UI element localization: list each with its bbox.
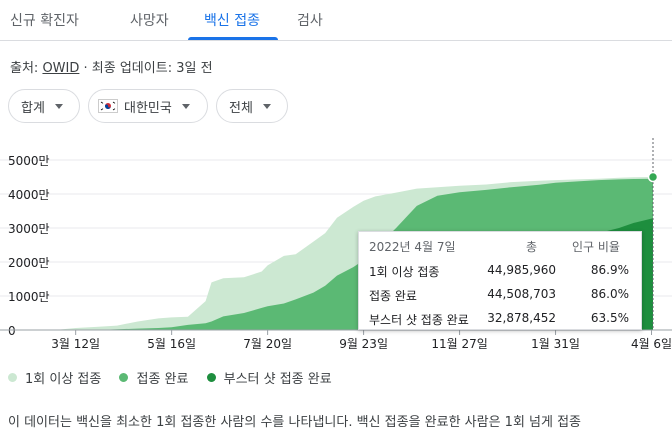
y-tick-label: 1000만: [8, 290, 50, 304]
hover-point: [647, 171, 659, 183]
update-info: · 최종 업데이트: 3일 전: [83, 61, 213, 76]
y-tick-label: 4000만: [8, 188, 50, 202]
tooltip-row-value: 44,508,703: [487, 287, 556, 301]
x-tick-label: 5월 16일: [147, 337, 196, 351]
tab-vaccination[interactable]: 백신 접종: [204, 13, 260, 29]
y-tick-label: 0: [8, 324, 16, 338]
country-dropdown[interactable]: 대한민국: [88, 89, 208, 123]
chevron-down-icon: [181, 103, 190, 109]
x-tick-label: 9월 23일: [339, 337, 388, 351]
chart-tooltip: 2022년 4월 7일 총 인구 비율 1회 이상 접종 44,985,960 …: [358, 231, 642, 330]
source-link[interactable]: OWID: [42, 61, 80, 76]
total-dropdown-label: 합계: [21, 100, 45, 116]
x-tick-label: 3월 12일: [51, 337, 100, 351]
tooltip-row-value: 32,878,452: [487, 311, 556, 325]
y-tick-label: 3000만: [8, 222, 50, 236]
x-tick-label: 7월 20일: [243, 337, 292, 351]
tab-deaths[interactable]: 사망자: [130, 13, 169, 29]
x-tick-label: 1월 31일: [531, 337, 580, 351]
tooltip-row-label: 접종 완료: [369, 289, 417, 303]
chevron-down-icon: [262, 103, 271, 109]
y-tick-label: 2000만: [8, 256, 50, 270]
country-dropdown-label: 대한민국: [124, 100, 172, 116]
tooltip-date: 2022년 4월 7일: [369, 240, 456, 254]
x-tick-label: 11월 27일: [431, 337, 487, 351]
legend-label: 접종 완료: [136, 372, 189, 387]
x-tick-label: 4월 6일: [631, 337, 672, 351]
tooltip-col-total: 총: [526, 240, 538, 254]
legend-item[interactable]: 1회 이상 접종: [8, 368, 101, 387]
scope-dropdown[interactable]: 전체: [216, 89, 288, 123]
total-dropdown[interactable]: 합계: [8, 89, 80, 123]
tooltip-row-label: 1회 이상 접종: [369, 265, 440, 279]
tooltip-row-value: 44,985,960: [487, 263, 556, 277]
legend-swatch: [119, 373, 129, 382]
tab-bar: 신규 확진자 사망자 백신 접종 검사: [0, 0, 672, 41]
tooltip-col-pct: 인구 비율: [572, 240, 620, 254]
tab-tests[interactable]: 검사: [297, 13, 323, 29]
active-tab-indicator: [188, 37, 278, 40]
tooltip-row-pct: 86.0%: [590, 287, 629, 301]
legend-swatch: [206, 373, 216, 382]
tooltip-row-label: 부스터 샷 접종 완료: [369, 313, 469, 327]
source-line: 출처: OWID · 최종 업데이트: 3일 전: [10, 57, 213, 76]
legend-label: 1회 이상 접종: [25, 372, 102, 387]
legend-swatch: [8, 373, 17, 382]
legend-label: 부스터 샷 접종 완료: [223, 372, 332, 387]
chart-legend: 1회 이상 접종 접종 완료 부스터 샷 접종 완료: [8, 368, 346, 387]
legend-item[interactable]: 부스터 샷 접종 완료: [206, 368, 332, 387]
scope-dropdown-label: 전체: [229, 100, 253, 116]
y-tick-label: 5000만: [8, 154, 50, 168]
korea-flag-icon: [98, 99, 118, 113]
legend-item[interactable]: 접종 완료: [119, 368, 188, 387]
tab-new-cases[interactable]: 신규 확진자: [10, 13, 79, 29]
tooltip-row-pct: 86.9%: [590, 263, 629, 277]
chevron-down-icon: [54, 103, 63, 109]
tooltip-row-pct: 63.5%: [590, 311, 629, 325]
description-text: 이 데이터는 백신을 최소한 1회 접종한 사람의 수를 나타냅니다. 백신 접…: [8, 415, 582, 430]
source-prefix: 출처:: [10, 61, 39, 76]
